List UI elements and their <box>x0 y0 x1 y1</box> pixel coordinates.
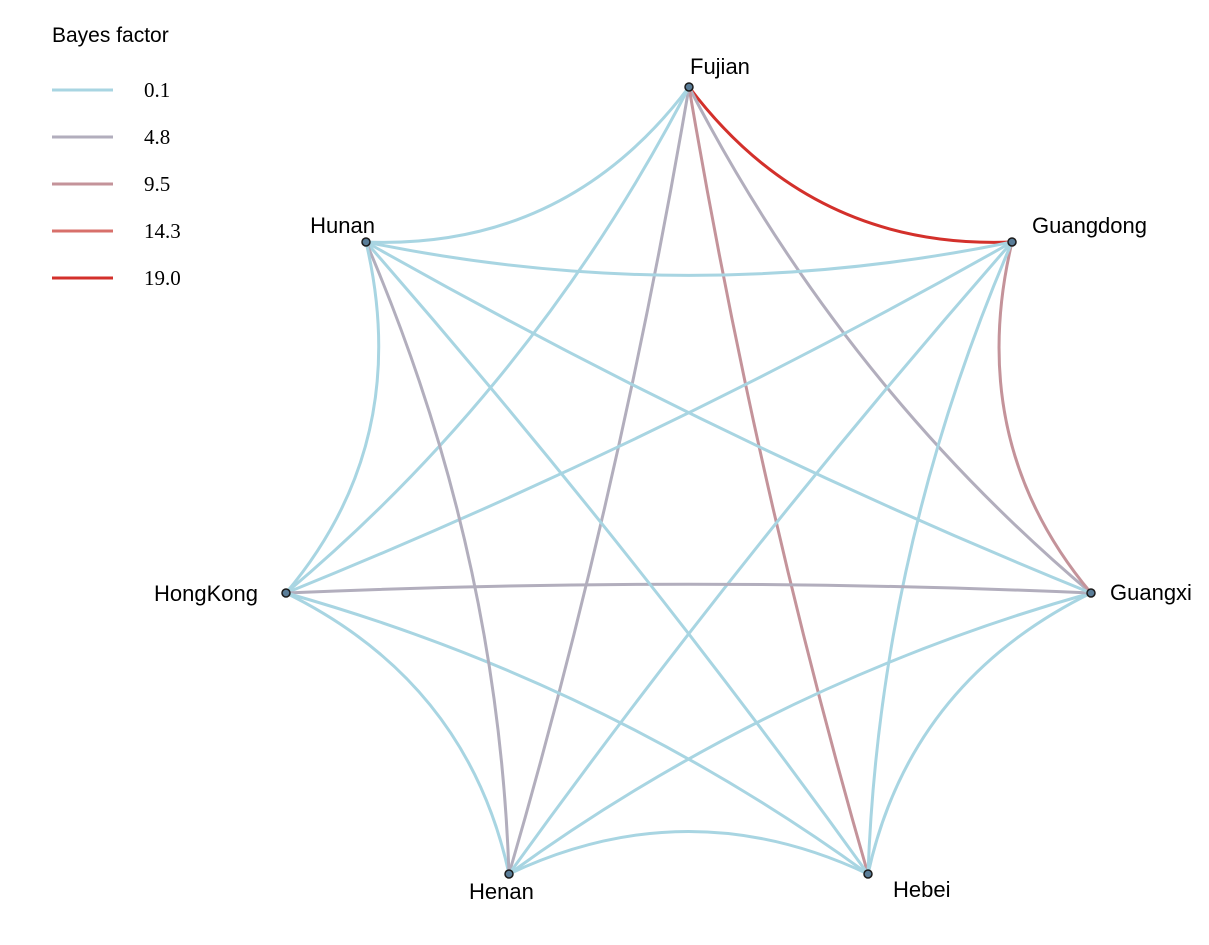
node-label-guangxi: Guangxi <box>1110 580 1192 605</box>
legend-label: 9.5 <box>144 172 170 196</box>
node-guangxi <box>1086 588 1096 598</box>
edge-henan-hunan <box>364 240 511 876</box>
legend-title: Bayes factor <box>52 24 169 47</box>
nodes <box>281 82 1096 879</box>
edge-hebei-hongkong <box>284 591 870 876</box>
edge-guangxi-hebei <box>866 591 1093 876</box>
edges <box>284 85 1093 876</box>
edge-hongkong-hunan <box>284 240 381 595</box>
node-label-hebei: Hebei <box>893 877 950 902</box>
legend-label: 14.3 <box>144 219 181 243</box>
edge-henan-hongkong <box>284 591 511 876</box>
node-label-fujian: Fujian <box>690 54 750 79</box>
legend-items: 0.1 4.8 9.5 14.3 19.0 <box>52 78 181 290</box>
node-hongkong <box>281 588 291 598</box>
edge-fujian-hebei <box>687 85 870 876</box>
node-guangdong <box>1007 237 1017 247</box>
node-label-henan: Henan <box>469 879 534 904</box>
node-label-guangdong: Guangdong <box>1032 213 1147 238</box>
edge-guangdong-henan <box>507 240 1014 876</box>
edge-guangxi-hongkong <box>284 582 1093 595</box>
node-hunan <box>361 237 371 247</box>
node-labels: Fujian Guangdong Guangxi Hebei Henan HongKong… <box>154 54 1192 904</box>
edge-fujian-hongkong <box>284 85 691 595</box>
legend-label: 0.1 <box>144 78 170 102</box>
edge-guangdong-hunan <box>364 240 1014 277</box>
edge-guangdong-guangxi <box>997 240 1093 595</box>
edge-guangxi-hunan <box>364 240 1093 595</box>
edge-guangxi-henan <box>507 591 1093 876</box>
node-henan <box>504 869 514 879</box>
edge-guangdong-hongkong <box>284 240 1014 595</box>
edge-fujian-guangdong <box>687 85 1014 244</box>
edge-hebei-henan <box>507 830 870 876</box>
node-hebei <box>863 869 873 879</box>
edge-hebei-hunan <box>364 240 870 876</box>
edge-fujian-guangxi <box>687 85 1093 595</box>
legend-label: 4.8 <box>144 125 170 149</box>
edge-guangdong-hebei <box>866 240 1014 876</box>
node-fujian <box>684 82 694 92</box>
edge-fujian-hunan <box>364 85 691 244</box>
node-label-hunan: Hunan <box>310 213 375 238</box>
legend: Bayes factor 0.1 4.8 9.5 14.3 19.0 <box>52 24 181 290</box>
legend-label: 19.0 <box>144 266 181 290</box>
node-label-hongkong: HongKong <box>154 581 258 606</box>
edge-fujian-henan <box>507 85 691 876</box>
